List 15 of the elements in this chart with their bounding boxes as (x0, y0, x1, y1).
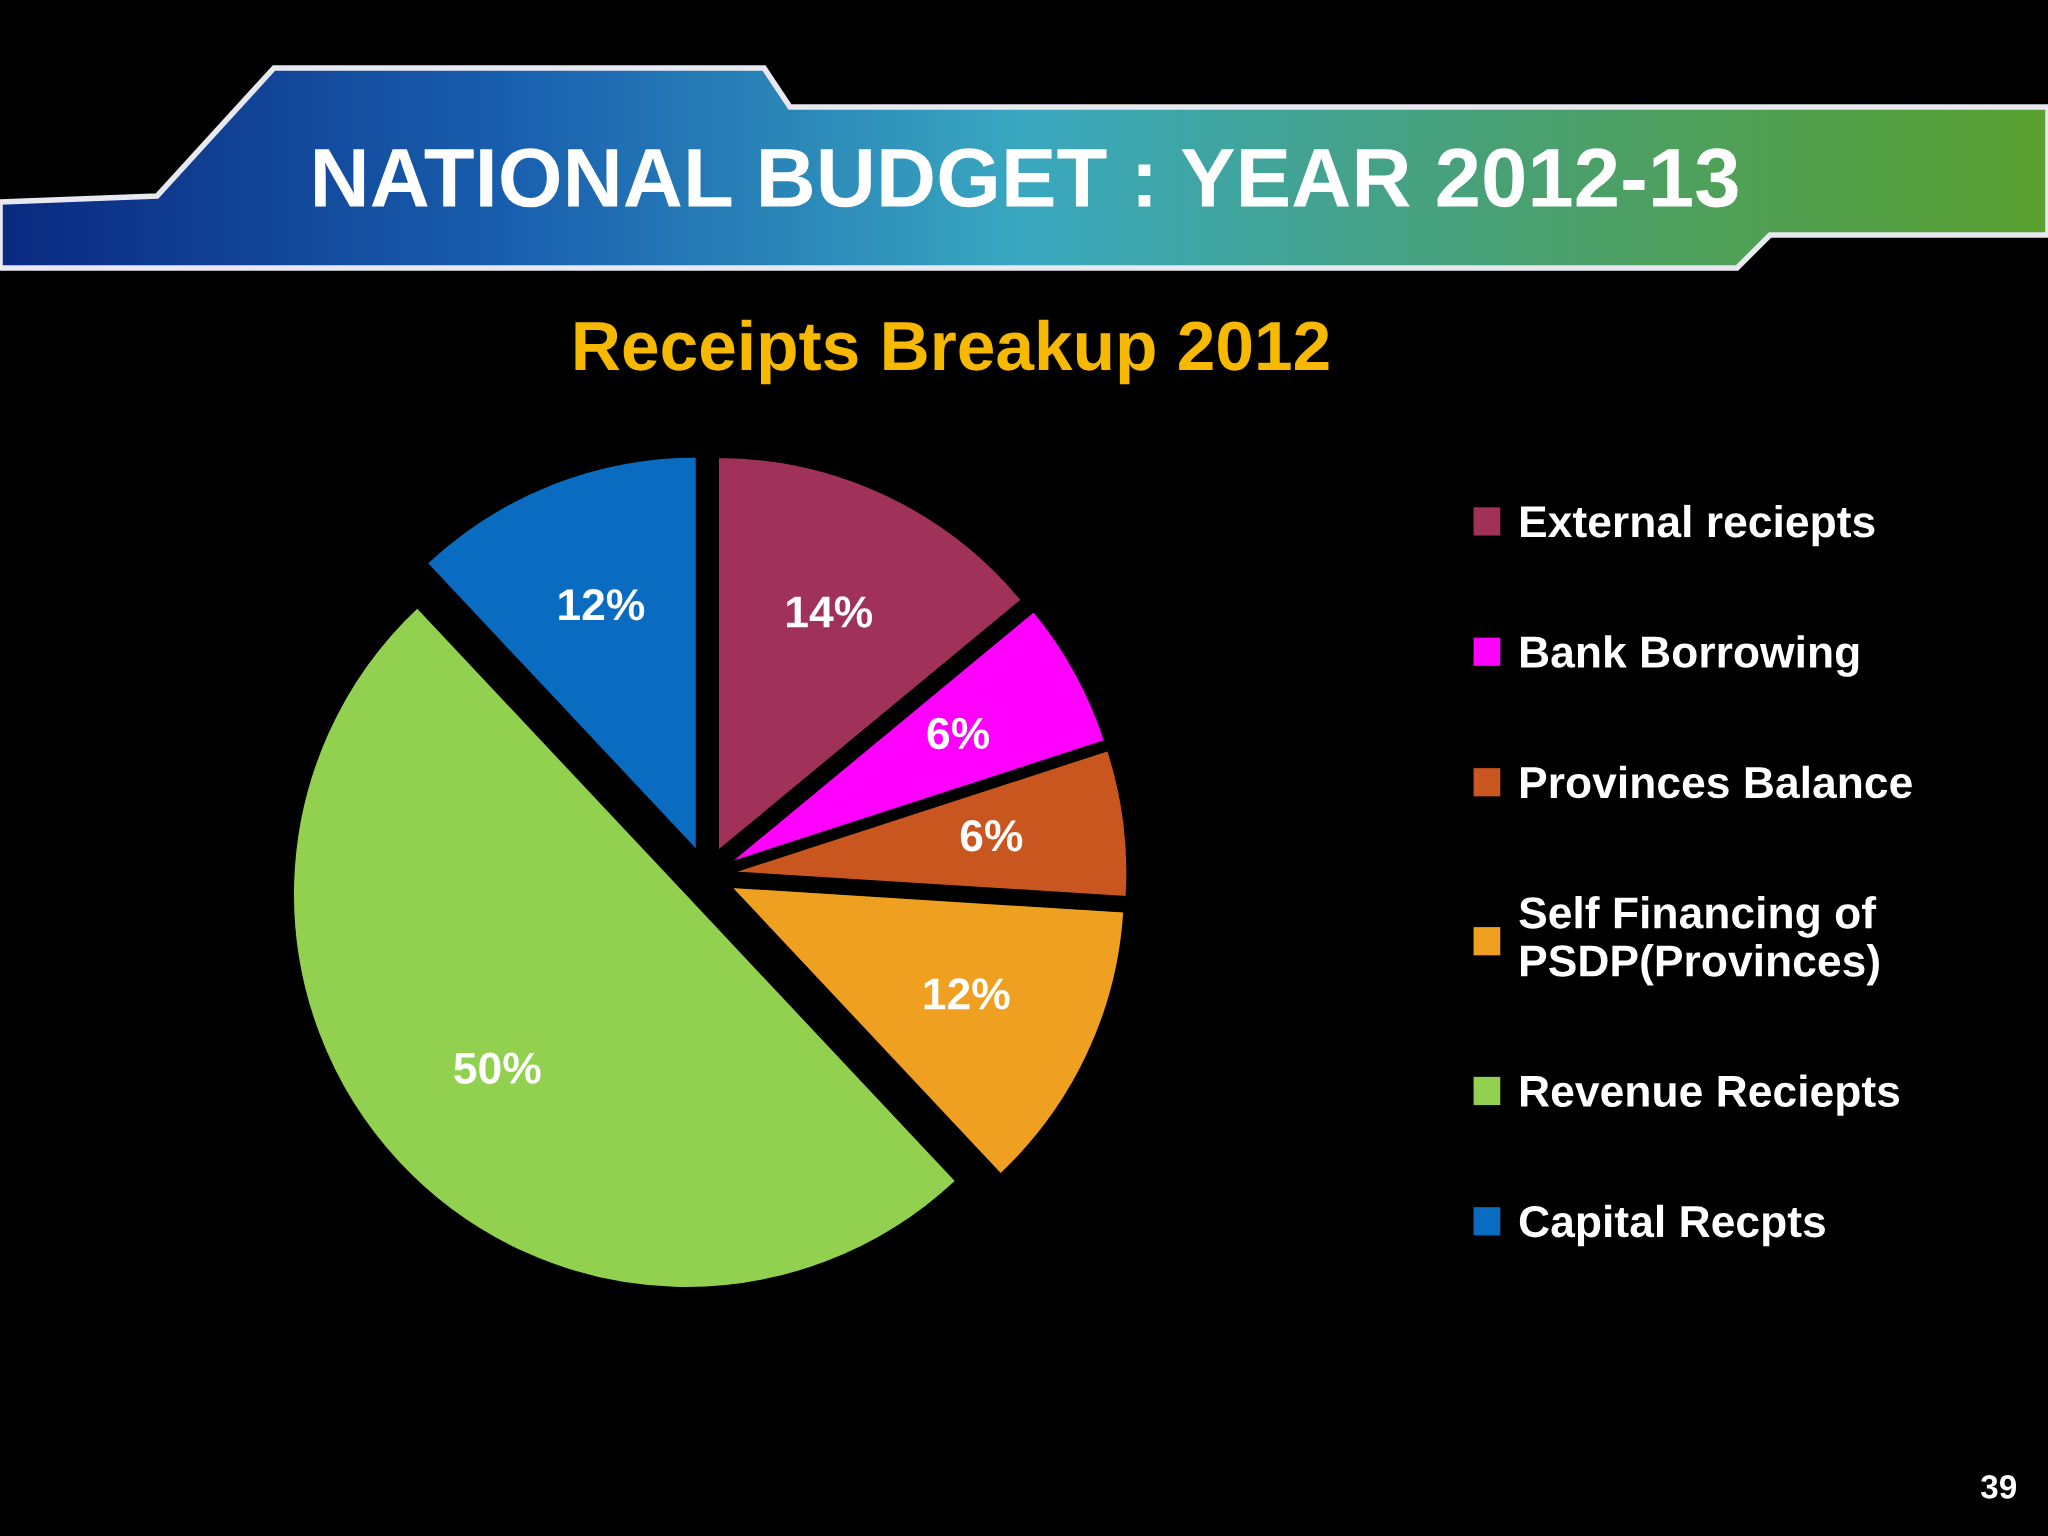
text: 39 (1980, 1475, 2017, 1499)
legend-label: Capital Recpts (1519, 1204, 1825, 1247)
legend-label: Bank Borrowing (1521, 635, 1859, 677)
legend-label: External reciepts (1521, 504, 1875, 547)
legend-label: Revenue Reciepts (1521, 1074, 1900, 1116)
data-label: 12% (924, 978, 1010, 1010)
chart-subtitle: Receipts Breakup 2012 (575, 319, 1329, 385)
legend-label: Provinces Balance (1521, 765, 1912, 799)
data-label: 6% (927, 717, 990, 750)
data-label: 12% (559, 589, 645, 621)
data-label: 6% (960, 820, 1023, 852)
data-label: 14% (787, 596, 873, 628)
chart-title: NATIONAL BUDGET : YEAR 2012-13 (315, 148, 1738, 208)
legend-label: Self Financing of PSDP(Provinces) (1519, 896, 1879, 986)
data-label: 50% (454, 1052, 541, 1084)
